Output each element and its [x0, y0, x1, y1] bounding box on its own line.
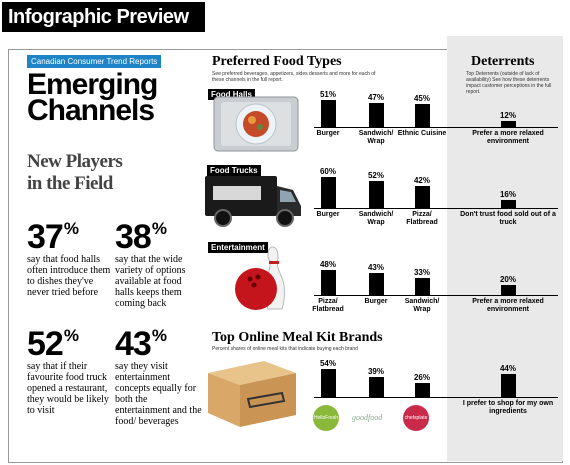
- food-halls-category-label: Sandwich/ Wrap: [358, 130, 394, 145]
- food-trucks-category-label: Sandwich/ Wrap: [358, 211, 394, 226]
- meal-kits-value-label: 54%: [319, 358, 336, 368]
- entertainment-category-label: Sandwich/ Wrap: [404, 298, 440, 313]
- food-halls-value-label: 45%: [413, 93, 430, 103]
- stat-value: 52: [27, 325, 64, 363]
- deterrent-value-label: 44%: [499, 364, 516, 374]
- chefs-plate-logo: chefsplate: [403, 405, 429, 431]
- stat-food-halls-variety: 38% say that the wide variety of options…: [115, 213, 203, 309]
- meal-kits-bar: [368, 376, 384, 397]
- entertainment-category-label: Burger: [364, 298, 388, 305]
- page-title: Infographic Preview: [8, 6, 189, 28]
- goodfood-logo: goodfood: [352, 413, 383, 422]
- meal-kits-bar: [414, 383, 430, 397]
- preferred-food-types-note: See preferred beverages, appetizers, sid…: [212, 71, 376, 83]
- meal-kits-title: Top Online Meal Kit Brands: [212, 330, 383, 345]
- food-halls-value-label: 47%: [367, 92, 384, 102]
- stat-value: 37: [27, 218, 64, 256]
- entertainment-value-label: 33%: [413, 267, 430, 277]
- deterrent-bar: [500, 120, 516, 127]
- deterrents-title: Deterrents: [471, 54, 535, 69]
- food-tray-illustration: [213, 96, 299, 152]
- food-halls-category-label: Ethnic Cuisine: [397, 130, 447, 137]
- stat-food-truck-restaurant: 52% say that if their favourite food tru…: [27, 320, 115, 416]
- meal-kits-value-label: 39%: [367, 366, 384, 376]
- deterrent-bar: [500, 284, 516, 295]
- subhead: New Players in the Field: [27, 151, 123, 195]
- tag-entertainment: Entertainment: [208, 242, 268, 253]
- food-trucks-bar: [414, 186, 430, 208]
- deterrent-category-label: Prefer a more relaxed environment: [472, 298, 544, 313]
- deterrent-value-label: 12%: [499, 110, 516, 120]
- food-trucks-axis: [314, 208, 558, 209]
- entertainment-bar: [368, 272, 384, 295]
- headline: Emerging Channels: [27, 70, 158, 127]
- meal-kits-value-label: 26%: [413, 373, 430, 383]
- stat-suffix: %: [63, 326, 79, 345]
- food-halls-bar: [320, 100, 336, 127]
- food-truck-illustration: [205, 176, 301, 227]
- subhead-line-1: New Players: [27, 151, 123, 172]
- food-halls-axis: [314, 127, 558, 128]
- meal-kits-bar: [320, 368, 336, 397]
- tag-food-halls: Food Halls: [208, 89, 255, 100]
- food-trucks-value-label: 60%: [319, 166, 336, 176]
- stat-text: say that if their favourite food truck o…: [27, 361, 109, 416]
- meal-kits-note: Percent shares of online meal kits that …: [212, 346, 358, 352]
- stat-food-halls-new-dishes: 37% say that food halls often introduce …: [27, 213, 115, 298]
- entertainment-bar: [320, 270, 336, 295]
- food-halls-bar: [368, 102, 384, 127]
- stat-text: say that the wide variety of options ava…: [115, 254, 186, 309]
- preferred-food-types-title: Preferred Food Types: [212, 54, 342, 69]
- food-trucks-value-label: 52%: [367, 170, 384, 180]
- deterrent-bar: [500, 199, 516, 208]
- entertainment-category-label: Pizza/ Flatbread: [312, 298, 344, 313]
- meal-kit-box-illustration: [208, 361, 296, 427]
- food-trucks-value-label: 42%: [413, 176, 430, 186]
- stat-value: 43: [115, 325, 152, 363]
- stat-suffix: %: [63, 219, 79, 238]
- deterrent-category-label: Prefer a more relaxed environment: [472, 130, 544, 145]
- bowling-illustration: [235, 246, 286, 310]
- source-label: Canadian Consumer Trend Reports: [27, 55, 162, 68]
- headline-line-1: Emerging: [27, 68, 158, 101]
- headline-line-2: Channels: [27, 94, 155, 127]
- entertainment-value-label: 43%: [367, 262, 384, 272]
- preview-title-bar: Infographic Preview: [2, 2, 205, 32]
- deterrent-bar: [500, 374, 516, 397]
- food-trucks-bar: [320, 176, 336, 208]
- meal-kits-axis: [314, 397, 558, 398]
- food-halls-value-label: 51%: [319, 90, 336, 100]
- subhead-line-2: in the Field: [27, 173, 113, 194]
- deterrent-value-label: 16%: [499, 189, 516, 199]
- stat-suffix: %: [151, 326, 167, 345]
- deterrent-value-label: 20%: [499, 274, 516, 284]
- hello-fresh-logo: HelloFresh: [313, 405, 339, 431]
- deterrent-category-label: I prefer to shop for my own ingredients: [462, 400, 554, 415]
- stat-suffix: %: [151, 219, 167, 238]
- food-trucks-category-label: Burger: [316, 211, 340, 218]
- entertainment-axis: [314, 295, 558, 296]
- stat-value: 38: [115, 218, 152, 256]
- entertainment-value-label: 48%: [319, 260, 336, 270]
- entertainment-bar: [414, 277, 430, 295]
- deterrents-note: Top Deterrents (outside of lack of avail…: [466, 71, 552, 95]
- food-halls-category-label: Burger: [316, 130, 340, 137]
- food-trucks-category-label: Pizza/ Flatbread: [406, 211, 438, 226]
- stat-text: say they visit entertainment concepts eq…: [115, 361, 202, 427]
- tag-food-trucks: Food Trucks: [207, 165, 261, 176]
- stat-entertainment-equal: 43% say they visit entertainment concept…: [115, 320, 203, 427]
- stat-text: say that food halls often introduce them…: [27, 254, 111, 298]
- food-halls-bar: [414, 103, 430, 127]
- deterrent-category-label: Don't trust food sold out of a truck: [460, 211, 556, 226]
- food-trucks-bar: [368, 180, 384, 208]
